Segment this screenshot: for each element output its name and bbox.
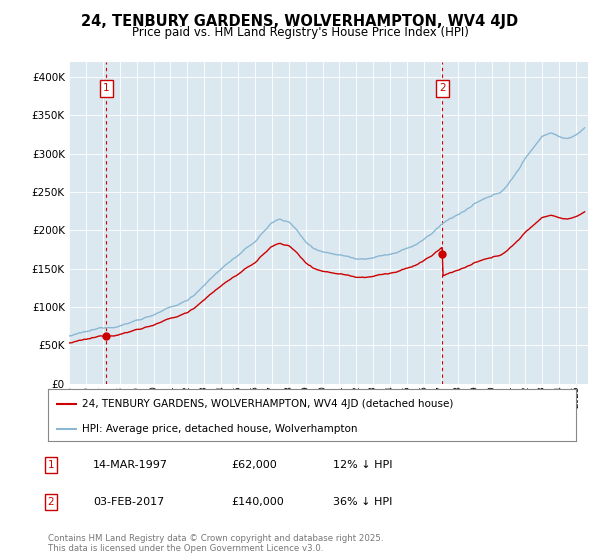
Text: 2: 2 — [47, 497, 55, 507]
Text: 24, TENBURY GARDENS, WOLVERHAMPTON, WV4 4JD (detached house): 24, TENBURY GARDENS, WOLVERHAMPTON, WV4 … — [82, 399, 454, 409]
Text: £140,000: £140,000 — [231, 497, 284, 507]
Text: HPI: Average price, detached house, Wolverhampton: HPI: Average price, detached house, Wolv… — [82, 424, 358, 435]
Text: 12% ↓ HPI: 12% ↓ HPI — [333, 460, 392, 470]
Text: 1: 1 — [47, 460, 55, 470]
Text: Contains HM Land Registry data © Crown copyright and database right 2025.
This d: Contains HM Land Registry data © Crown c… — [48, 534, 383, 553]
Text: 14-MAR-1997: 14-MAR-1997 — [93, 460, 168, 470]
Text: 2: 2 — [439, 83, 446, 94]
Text: 1: 1 — [103, 83, 110, 94]
Text: 03-FEB-2017: 03-FEB-2017 — [93, 497, 164, 507]
Text: 36% ↓ HPI: 36% ↓ HPI — [333, 497, 392, 507]
Text: 24, TENBURY GARDENS, WOLVERHAMPTON, WV4 4JD: 24, TENBURY GARDENS, WOLVERHAMPTON, WV4 … — [82, 14, 518, 29]
Text: £62,000: £62,000 — [231, 460, 277, 470]
Text: Price paid vs. HM Land Registry's House Price Index (HPI): Price paid vs. HM Land Registry's House … — [131, 26, 469, 39]
